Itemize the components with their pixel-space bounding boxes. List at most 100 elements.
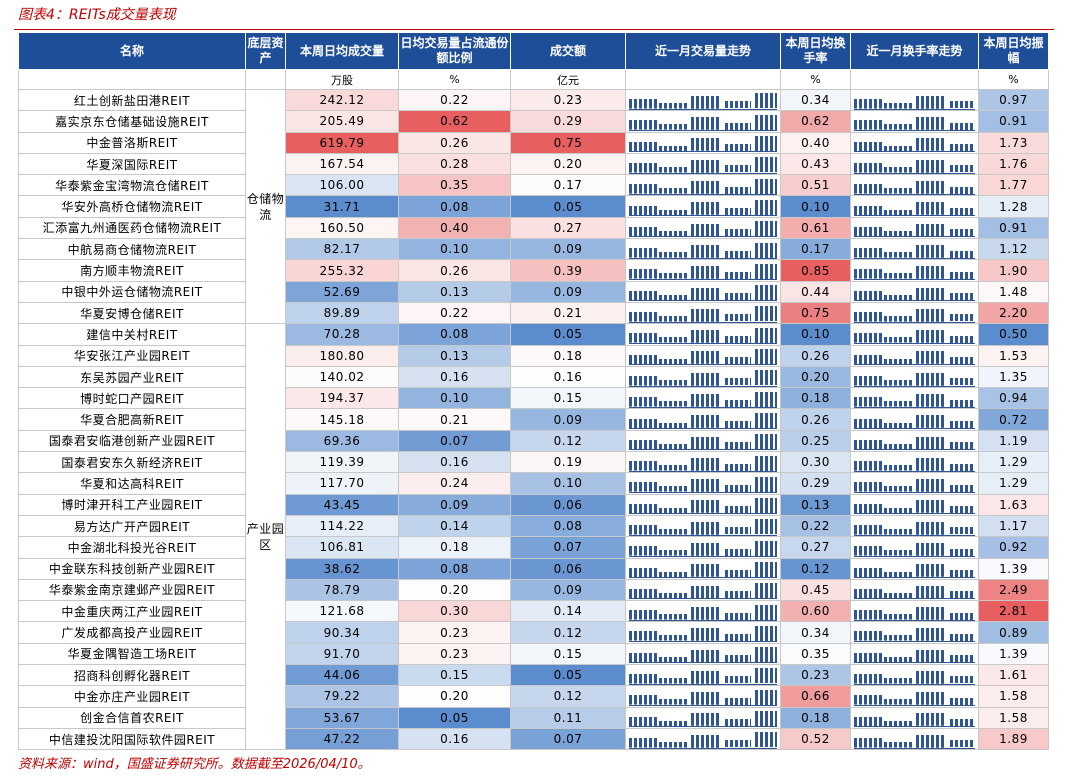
asset-group: 产业园区 [245, 323, 286, 751]
row: 中信建投沈阳国际软件园REIT 47.22 0.16 0.07 0.52 1.89 [18, 727, 1049, 751]
header: 名称 [18, 32, 246, 70]
row: 华夏深国际REIT 167.54 0.28 0.20 0.43 1.76 [18, 152, 1049, 176]
reit-name: 创金合信首农REIT [18, 706, 246, 729]
row: 博时津开科工产业园REIT 43.45 0.09 0.06 0.13 1.63 [18, 493, 1049, 516]
sparkline [854, 284, 975, 302]
sparkline [629, 284, 777, 302]
value-cell: 117.70 [285, 472, 399, 495]
value-cell: 0.72 [978, 408, 1049, 431]
unit: % [398, 69, 511, 90]
value-cell: 0.10 [780, 195, 851, 218]
turnover-trend [850, 557, 979, 580]
sparkline [629, 92, 777, 110]
value-cell: 194.37 [285, 387, 399, 410]
value-cell: 47.22 [285, 727, 399, 751]
value-cell: 0.16 [398, 727, 511, 751]
value-cell: 90.34 [285, 621, 399, 644]
value-cell: 0.45 [780, 578, 851, 602]
value-cell: 0.10 [398, 387, 511, 410]
title: 图表4：REITs成交量表现 [18, 7, 176, 23]
sparkline [854, 518, 975, 536]
value-cell: 119.39 [285, 451, 399, 474]
reit-name: 广发成都高投产业园REIT [18, 621, 246, 644]
value-cell: 2.49 [978, 578, 1049, 602]
sparkline [854, 497, 975, 515]
value-cell: 0.94 [978, 387, 1049, 410]
turnover-trend [850, 238, 979, 261]
reit-name: 建信中关村REIT [18, 323, 246, 346]
value-cell: 0.07 [398, 429, 511, 453]
asset-group: 仓储物流 [245, 88, 286, 325]
volume-trend [625, 408, 781, 431]
row: 华泰紫金南京建邺产业园REIT 78.79 0.20 0.09 0.45 2.49 [18, 578, 1049, 602]
value-cell: 0.07 [510, 727, 626, 751]
value-cell: 1.48 [978, 280, 1049, 303]
value-cell: 0.30 [780, 451, 851, 474]
unit [625, 69, 781, 90]
value-cell: 0.66 [780, 685, 851, 708]
sparkline [854, 348, 975, 366]
value-cell: 1.89 [978, 727, 1049, 751]
value-cell: 160.50 [285, 216, 399, 240]
value-cell: 0.23 [398, 621, 511, 644]
value-cell: 1.29 [978, 451, 1049, 474]
header: 成交额 [510, 32, 626, 70]
sparkline [629, 603, 777, 621]
row: 广发成都高投产业园REIT 90.34 0.23 0.12 0.34 0.89 [18, 621, 1049, 644]
value-cell: 242.12 [285, 88, 399, 112]
row: 华夏安博仓储REIT 89.89 0.22 0.21 0.75 2.20 [18, 301, 1049, 325]
reit-name: 中金联东科技创新产业园REIT [18, 557, 246, 580]
sparkline [629, 625, 777, 643]
row: 中银中外运仓储物流REIT 52.69 0.13 0.09 0.44 1.48 [18, 280, 1049, 303]
value-cell: 0.06 [510, 557, 626, 580]
value-cell: 205.49 [285, 110, 399, 133]
sparkline [629, 199, 777, 217]
value-cell: 0.21 [510, 301, 626, 325]
sparkline [854, 369, 975, 387]
turnover-trend [850, 578, 979, 602]
sparkline [854, 561, 975, 579]
value-cell: 0.15 [510, 387, 626, 410]
value-cell: 0.91 [978, 216, 1049, 240]
value-cell: 0.35 [398, 174, 511, 197]
value-cell: 79.22 [285, 685, 399, 708]
value-cell: 167.54 [285, 152, 399, 176]
value-cell: 0.30 [398, 600, 511, 623]
sparkline [629, 113, 777, 131]
unit: % [780, 69, 851, 90]
value-cell: 1.76 [978, 152, 1049, 176]
value-cell: 0.09 [510, 280, 626, 303]
sparkline [854, 156, 975, 174]
value-cell: 0.18 [510, 344, 626, 367]
header: 日均交易量占流通份额比例 [398, 32, 511, 70]
volume-trend [625, 536, 781, 559]
value-cell: 2.20 [978, 301, 1049, 325]
row: 博时蛇口产园REIT 194.37 0.10 0.15 0.18 0.94 [18, 387, 1049, 410]
value-cell: 619.79 [285, 131, 399, 154]
sparkline [854, 433, 975, 451]
value-cell: 69.36 [285, 429, 399, 453]
turnover-trend [850, 451, 979, 474]
turnover-trend [850, 429, 979, 453]
sparkline [854, 625, 975, 643]
volume-trend [625, 238, 781, 261]
value-cell: 1.35 [978, 365, 1049, 389]
reit-name: 华安外高桥仓储物流REIT [18, 195, 246, 218]
volume-trend [625, 259, 781, 282]
value-cell: 255.32 [285, 259, 399, 282]
turnover-trend [850, 174, 979, 197]
turnover-trend [850, 323, 979, 346]
volume-trend [625, 600, 781, 623]
volume-trend [625, 344, 781, 367]
row: 国泰君安临港创新产业园REIT 69.36 0.07 0.12 0.25 1.19 [18, 429, 1049, 453]
row: 红土创新盐田港REIT 仓储物流 242.12 0.22 0.23 0.34 0.97 [18, 88, 1049, 325]
sparkline [854, 113, 975, 131]
sparkline [629, 156, 777, 174]
header: 本周日均换手率 [780, 32, 851, 70]
value-cell: 0.10 [398, 238, 511, 261]
value-cell: 0.05 [398, 706, 511, 729]
value-cell: 0.26 [398, 259, 511, 282]
header: 本周日均振幅 [978, 32, 1049, 70]
value-cell: 0.89 [978, 621, 1049, 644]
